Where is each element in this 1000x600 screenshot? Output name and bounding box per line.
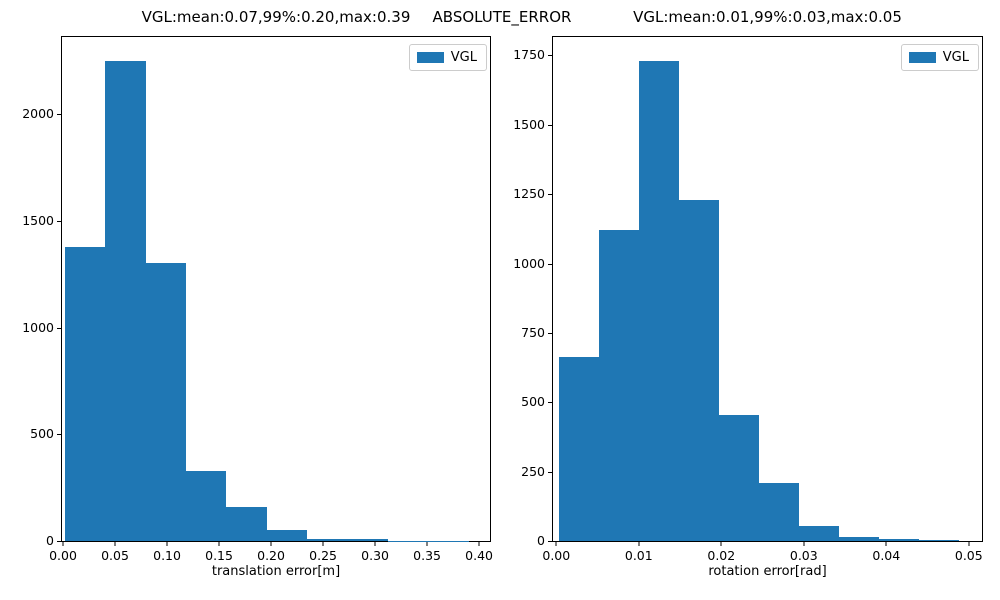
histogram-bar [347, 539, 389, 541]
x-tick [478, 542, 480, 546]
y-tick-label: 0 [537, 533, 545, 548]
x-tick-label: 0.10 [153, 548, 181, 563]
histogram-bar [105, 61, 146, 541]
x-tick-label: 0.04 [872, 548, 901, 563]
histogram-bar [758, 482, 799, 541]
legend: VGL [900, 44, 979, 71]
x-tick-label: 0.25 [309, 548, 337, 563]
axes: VGL [552, 36, 983, 542]
legend-label: VGL [942, 50, 969, 65]
y-tick-label: 1250 [513, 186, 545, 202]
x-tick-label: 0.15 [205, 548, 233, 563]
histogram-bar [226, 506, 267, 541]
plot-title: VGL:mean:0.07,99%:0.20,max:0.39 [141, 8, 411, 26]
y-tick [548, 402, 552, 404]
x-axis-label: translation error[m] [211, 564, 341, 579]
legend-label: VGL [450, 50, 477, 65]
plot-title: VGL:mean:0.01,99%:0.03,max:0.05 [633, 8, 902, 26]
histogram-bar [638, 61, 679, 541]
y-tick [548, 194, 552, 196]
x-tick-label: 0.35 [413, 548, 441, 563]
y-tick [548, 471, 552, 473]
x-tick-label: 0.02 [707, 548, 736, 563]
x-tick-label: 0.00 [49, 548, 77, 563]
x-tick-label: 0.03 [789, 548, 818, 563]
x-tick-label: 0.00 [542, 548, 571, 563]
axes: VGL [61, 36, 491, 542]
x-tick [218, 542, 220, 546]
x-tick-label: 0.01 [624, 548, 653, 563]
x-tick-label: 0.05 [101, 548, 129, 563]
x-tick [426, 542, 428, 546]
x-tick-label: 0.40 [465, 548, 493, 563]
histogram-bar [64, 246, 106, 541]
y-tick-label: 1000 [513, 255, 545, 271]
histogram-bar [838, 536, 879, 541]
x-tick [638, 542, 640, 546]
y-tick [548, 541, 552, 542]
x-tick [720, 542, 722, 546]
figure-suptitle: ABSOLUTE_ERROR [432, 8, 572, 26]
histogram-bar [878, 538, 919, 541]
x-tick-label: 0.05 [954, 548, 983, 563]
y-tick-label: 500 [521, 394, 545, 410]
x-tick [62, 542, 64, 546]
y-tick [57, 541, 61, 542]
y-tick [57, 327, 61, 329]
legend-swatch-icon [416, 52, 444, 63]
histogram-bar [798, 525, 839, 541]
y-tick-label: 1500 [22, 213, 54, 228]
y-tick-label: 750 [521, 324, 545, 340]
histogram-bar [185, 470, 227, 541]
y-tick [548, 55, 552, 57]
legend-swatch-icon [908, 52, 936, 63]
x-axis-label: rotation error[rad] [708, 564, 827, 579]
x-tick [166, 542, 168, 546]
y-tick [548, 263, 552, 265]
x-tick-label: 0.30 [361, 548, 389, 563]
y-tick [57, 434, 61, 436]
x-tick [114, 542, 116, 546]
x-tick-label: 0.20 [257, 548, 285, 563]
legend: VGL [408, 44, 487, 71]
histogram-bar [558, 356, 599, 541]
y-tick-label: 1500 [513, 116, 545, 132]
x-tick [374, 542, 376, 546]
y-tick [548, 332, 552, 334]
histogram-bar [678, 199, 719, 541]
y-tick-label: 1000 [22, 319, 54, 335]
y-tick-label: 2000 [22, 106, 54, 122]
x-tick [270, 542, 272, 546]
histogram-bar [598, 230, 639, 541]
y-tick [57, 221, 61, 222]
y-tick [548, 124, 552, 126]
histogram-bar [918, 539, 959, 541]
histogram-bar [307, 539, 348, 541]
y-tick-label: 500 [30, 426, 54, 442]
histogram-bar [266, 530, 308, 541]
x-tick [885, 542, 887, 546]
y-tick-label: 250 [521, 463, 545, 479]
histogram-bar [145, 262, 186, 541]
x-tick [555, 542, 557, 546]
y-tick-label: 1750 [513, 47, 545, 63]
x-tick [322, 542, 324, 546]
y-tick-label: 0 [46, 533, 54, 548]
x-tick [803, 542, 805, 546]
x-tick [968, 542, 970, 546]
histogram-bar [718, 414, 759, 541]
y-tick [57, 114, 61, 116]
